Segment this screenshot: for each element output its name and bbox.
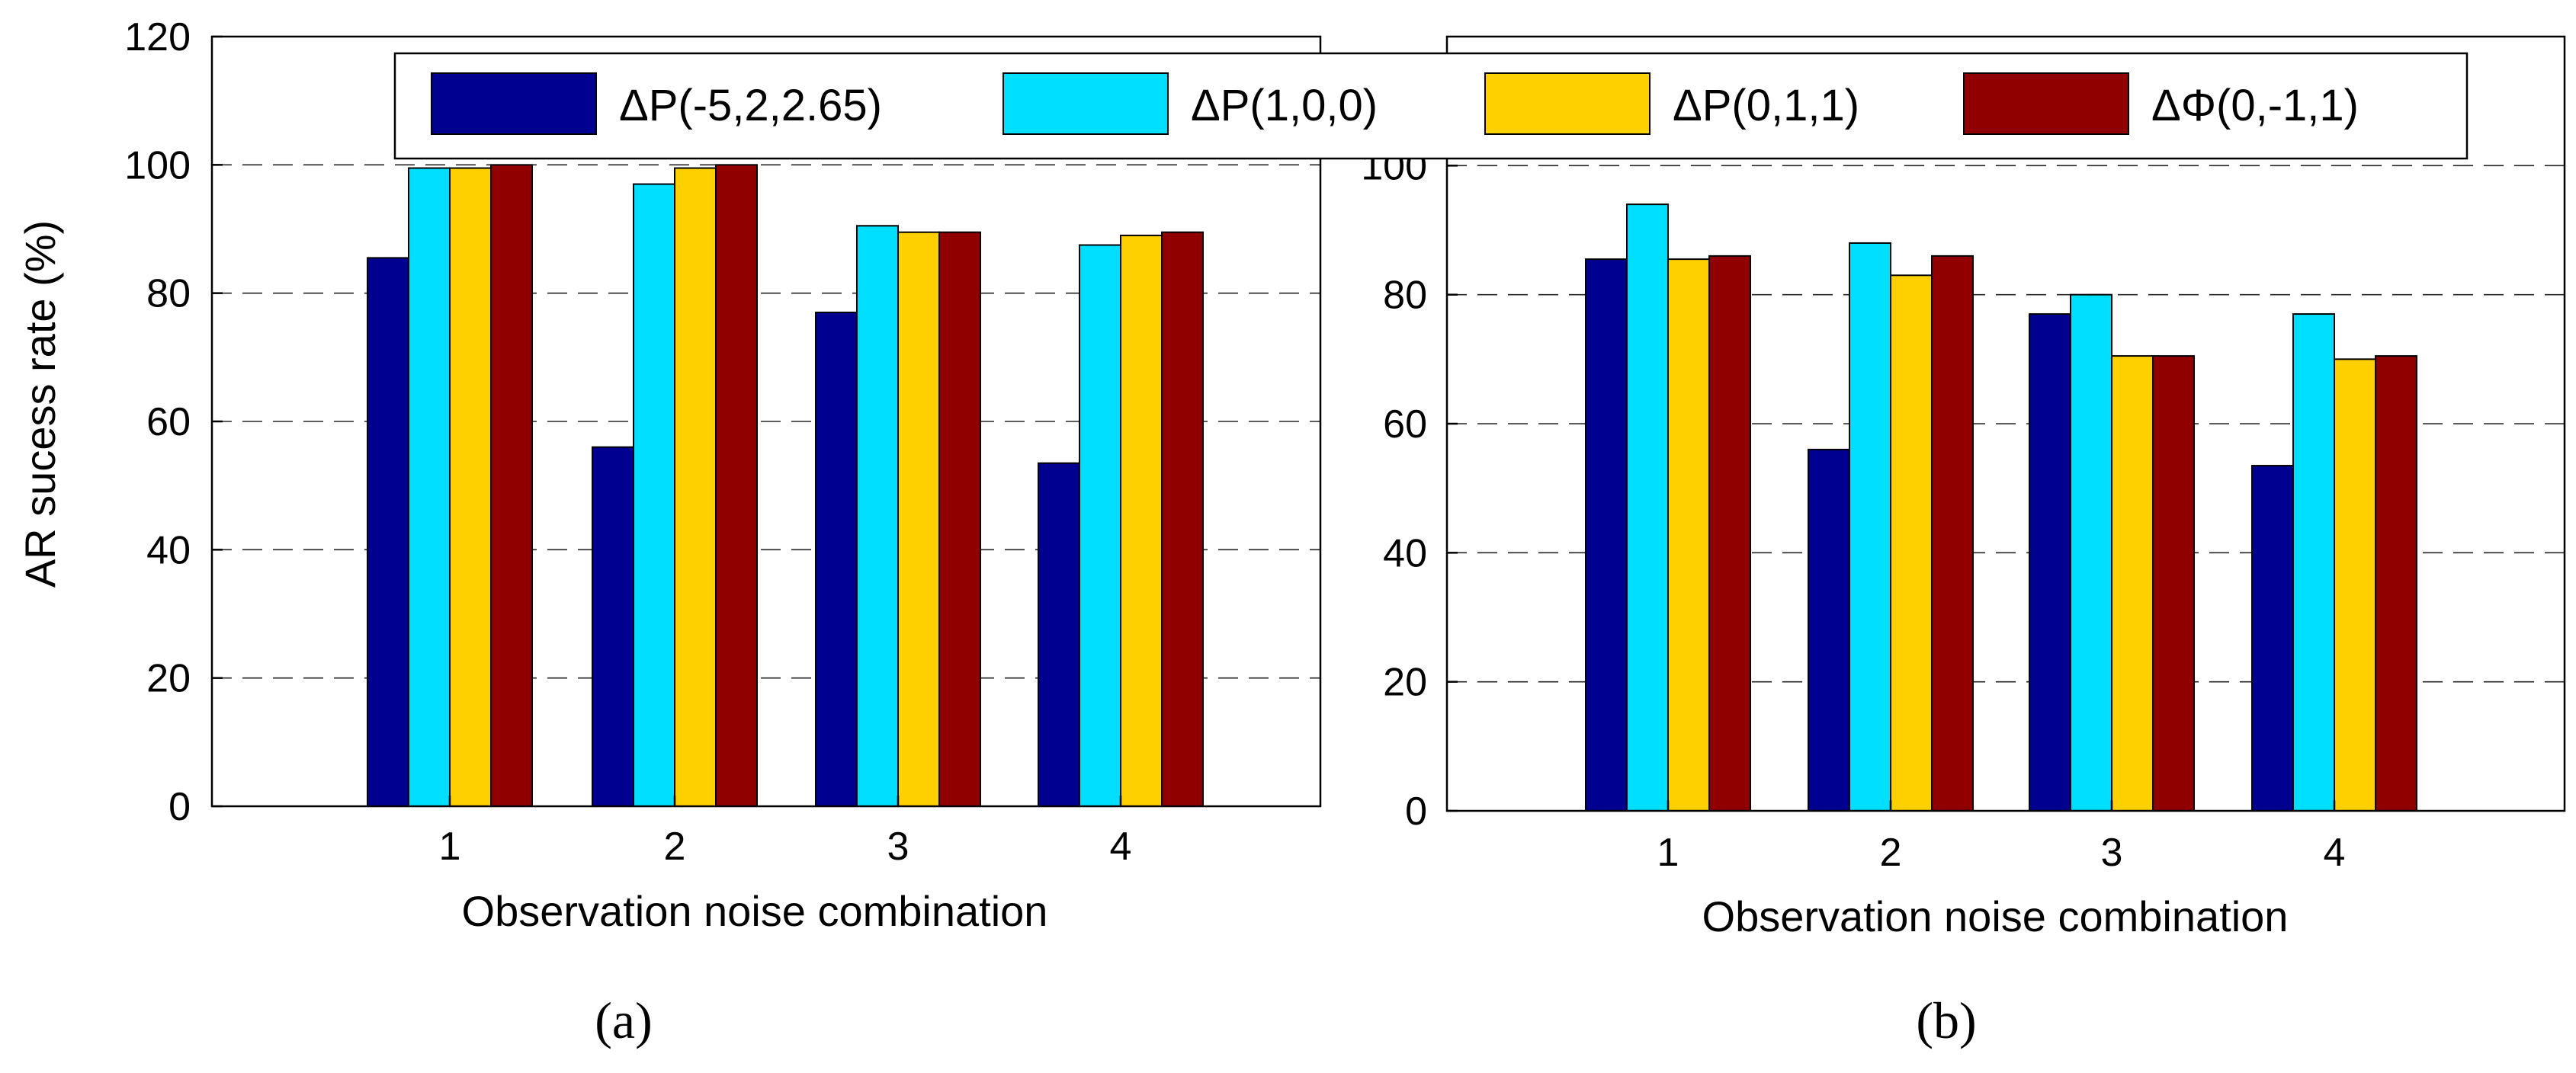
legend-swatch-1 [431, 72, 597, 135]
bar-b-cat4-series2 [2292, 313, 2335, 812]
bar-a-cat1-series3 [449, 167, 492, 807]
bar-a-cat3-series4 [938, 231, 981, 808]
axes-frame-a [210, 35, 1322, 808]
bar-b-cat3-series3 [2111, 355, 2154, 812]
bar-b-cat2-series4 [1931, 255, 1974, 812]
bar-b-cat2-series3 [1890, 274, 1933, 812]
bar-a-cat1-series4 [490, 164, 533, 808]
legend-label-1: ΔP(-5,2,2.65) [619, 81, 882, 130]
bar-a-cat4-series3 [1120, 234, 1163, 807]
bar-a-cat2-series2 [633, 183, 675, 808]
x-tick-label-b: 1 [1657, 831, 1679, 875]
x-tick-label-b: 2 [1880, 831, 1902, 875]
y-tick-label-a: 20 [146, 657, 191, 701]
x-tick-label-a: 3 [887, 825, 909, 869]
panel-label-b: (b) [1916, 991, 1976, 1049]
bar-b-cat1-series4 [1708, 255, 1751, 812]
bar-a-cat3-series2 [856, 225, 899, 807]
bar-b-cat2-series2 [1849, 242, 1891, 812]
bar-b-cat1-series3 [1667, 258, 1710, 812]
bar-a-cat3-series1 [815, 311, 858, 807]
y-tick-label-b: 40 [1383, 531, 1427, 575]
y-tick-label-a: 40 [146, 528, 191, 572]
bar-a-cat2-series3 [674, 167, 717, 807]
bar-b-cat3-series4 [2152, 355, 2195, 812]
bar-b-cat4-series3 [2334, 358, 2376, 812]
y-tick-label-a: 120 [124, 15, 191, 59]
x-tick-label-b: 4 [2324, 831, 2346, 875]
legend-swatch-2 [1002, 72, 1169, 135]
bar-b-cat3-series2 [2070, 293, 2112, 812]
x-tick-label-a: 4 [1110, 825, 1132, 869]
y-tick-label-a: 0 [168, 785, 191, 829]
y-tick-label-b: 0 [1405, 790, 1427, 834]
legend-label-4: ΔΦ(0,-1,1) [2151, 81, 2359, 130]
bar-b-cat1-series1 [1585, 258, 1628, 812]
bar-b-cat4-series4 [2375, 355, 2417, 812]
legend-swatch-4 [1963, 72, 2129, 135]
y-tick-label-b: 60 [1383, 402, 1427, 447]
y-tick-label-b: 20 [1383, 661, 1427, 705]
chart-panel-a: 0 20 40 60 80 100 120 1 2 3 4 [124, 15, 1322, 869]
axes-frame-b [1445, 35, 2566, 812]
y-tick-label-a: 60 [146, 400, 191, 444]
y-tick-label-a: 100 [124, 143, 191, 187]
x-axis-title-b: Observation noise combination [1702, 892, 2289, 940]
legend-label-2: ΔP(1,0,0) [1191, 81, 1378, 130]
bar-b-cat1-series2 [1626, 203, 1669, 812]
bar-a-cat1-series1 [367, 257, 409, 807]
x-tick-label-b: 3 [2101, 831, 2123, 875]
bar-a-cat3-series3 [897, 231, 940, 808]
bar-b-cat3-series1 [2029, 313, 2071, 812]
bar-a-cat4-series2 [1079, 244, 1121, 807]
legend: ΔP(-5,2,2.65) ΔP(1,0,0) ΔP(0,1,1) ΔΦ(0,-1,1… [393, 52, 2469, 160]
y-tick-label-b: 80 [1383, 274, 1427, 318]
bar-a-cat1-series2 [408, 167, 451, 807]
bar-a-cat4-series4 [1161, 231, 1204, 808]
y-axis-title-a: AR sucess rate (%) [16, 220, 64, 588]
x-axis-title-a: Observation noise combination [462, 887, 1048, 935]
legend-box [393, 52, 2469, 160]
legend-swatch-3 [1484, 72, 1651, 135]
x-tick-label-a: 1 [439, 825, 461, 869]
panel-label-a: (a) [595, 991, 652, 1049]
bar-a-cat2-series1 [592, 446, 634, 808]
bar-b-cat4-series1 [2251, 465, 2294, 812]
bar-a-cat2-series4 [715, 164, 758, 808]
y-tick-label-a: 80 [146, 272, 191, 316]
bar-b-cat2-series1 [1808, 448, 1850, 812]
bar-a-cat4-series1 [1038, 462, 1080, 807]
legend-label-3: ΔP(0,1,1) [1673, 81, 1859, 130]
x-tick-label-a: 2 [664, 825, 686, 869]
